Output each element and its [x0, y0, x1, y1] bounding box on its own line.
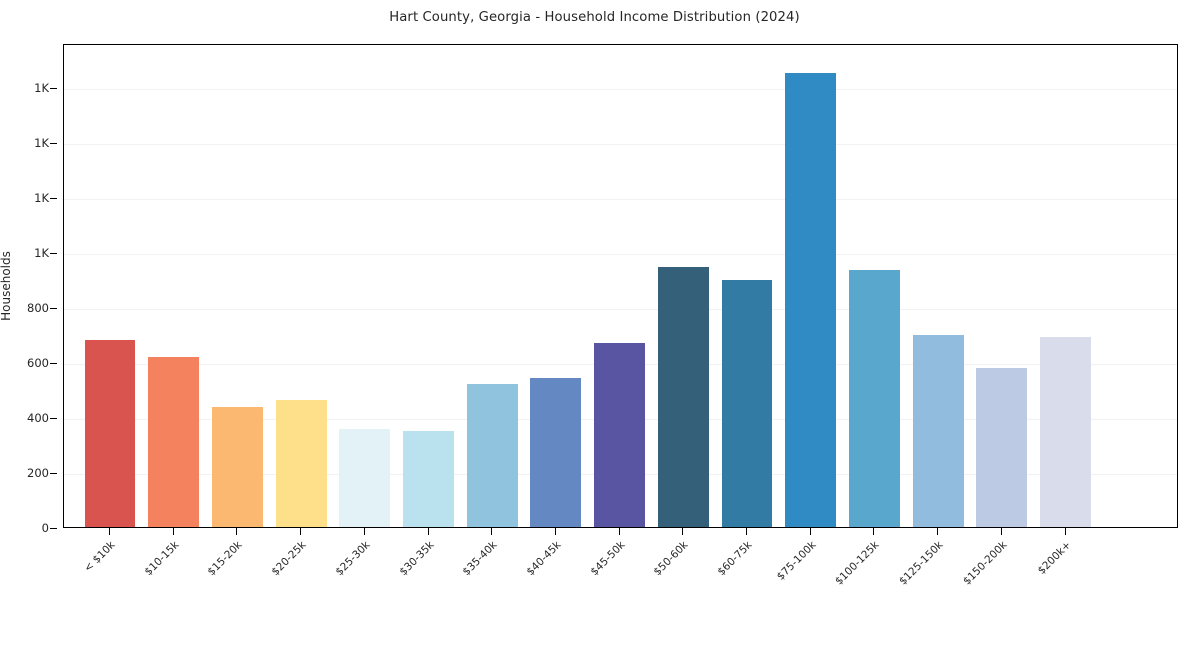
y-tick-label: 200: [27, 466, 49, 480]
bar[interactable]: [84, 340, 136, 527]
y-tick-mark: [50, 87, 57, 89]
y-tick-label: 1K: [34, 191, 49, 205]
y-tick-mark: [50, 142, 57, 144]
bar-series: [64, 45, 1177, 527]
y-axis-label: Households: [0, 251, 13, 321]
x-tick-mark: [618, 528, 620, 535]
y-tick-label: 1K: [34, 136, 49, 150]
x-tick-mark: [1000, 528, 1002, 535]
x-tick-mark: [682, 528, 684, 535]
bar[interactable]: [275, 399, 327, 527]
chart-title: Hart County, Georgia - Household Income …: [389, 10, 800, 25]
x-tick-mark: [363, 528, 365, 535]
x-tick-label: $200k+: [1035, 539, 1073, 577]
x-tick-label: $60-75k: [715, 539, 755, 579]
bar[interactable]: [530, 378, 582, 527]
x-tick-mark: [236, 528, 238, 535]
gridline: [64, 199, 1177, 200]
bar[interactable]: [211, 406, 263, 527]
x-tick-label: $25-30k: [333, 539, 373, 579]
x-tick-mark: [746, 528, 748, 535]
x-tick-label: $30-35k: [396, 539, 436, 579]
y-tick-mark: [50, 417, 57, 419]
bar[interactable]: [848, 269, 900, 527]
chart-figure: Hart County, Georgia - Household Income …: [0, 0, 1189, 590]
y-axis: Households 0 200 400 600 800 1K 1K 1K 1K: [0, 0, 63, 590]
x-tick-mark: [491, 528, 493, 535]
x-tick-label: $35-40k: [460, 539, 500, 579]
bar[interactable]: [1040, 336, 1091, 527]
x-tick-label: $100-125k: [833, 539, 882, 588]
x-tick-label: $50-60k: [651, 539, 691, 579]
gridline: [64, 89, 1177, 90]
x-tick-label: $75-100k: [774, 539, 819, 583]
x-tick-label: $10-15k: [142, 539, 182, 579]
bar[interactable]: [976, 368, 1028, 527]
y-tick-label: 1K: [34, 81, 49, 95]
x-tick-mark: [109, 528, 111, 535]
x-tick-mark: [554, 528, 556, 535]
bar[interactable]: [466, 384, 518, 527]
y-tick-mark: [50, 472, 57, 474]
y-tick-mark: [50, 197, 57, 199]
y-tick-label: 800: [27, 301, 49, 315]
y-tick-mark: [50, 527, 57, 529]
gridline: [64, 144, 1177, 145]
bar[interactable]: [657, 266, 709, 527]
y-tick-mark: [50, 252, 57, 254]
bar[interactable]: [721, 279, 773, 527]
x-tick-label: < $10k: [81, 539, 118, 575]
x-tick-mark: [873, 528, 875, 535]
x-axis: < $10k $10-15k $15-20k $20-25k $25-30k $30-35…: [0, 528, 1189, 590]
y-tick-label: 1K: [34, 246, 49, 260]
y-tick-label: 600: [27, 356, 49, 370]
bar[interactable]: [148, 357, 200, 527]
gridline: [64, 309, 1177, 310]
bar[interactable]: [403, 430, 454, 527]
x-tick-label: $45-50k: [587, 539, 628, 579]
x-tick-label: $15-20k: [205, 539, 245, 579]
bar[interactable]: [339, 429, 391, 527]
x-tick-label: $20-25k: [269, 539, 309, 579]
x-tick-label: $40-45k: [524, 539, 564, 579]
x-tick-mark: [427, 528, 429, 535]
gridline: [64, 254, 1177, 255]
bar[interactable]: [594, 342, 646, 527]
y-tick-mark: [50, 362, 57, 364]
bar[interactable]: [912, 334, 964, 527]
x-tick-mark: [300, 528, 302, 535]
y-tick-mark: [50, 307, 57, 309]
x-tick-mark: [937, 528, 939, 535]
x-tick-mark: [172, 528, 174, 535]
x-tick-mark: [1064, 528, 1066, 535]
y-tick-label: 400: [27, 411, 49, 425]
x-tick-label: $125-150k: [897, 539, 946, 588]
plot-area: [63, 44, 1178, 528]
x-tick-label: $150-200k: [960, 539, 1010, 588]
bar[interactable]: [785, 72, 837, 527]
x-tick-mark: [809, 528, 811, 535]
y-tick-label: 0: [41, 521, 49, 535]
